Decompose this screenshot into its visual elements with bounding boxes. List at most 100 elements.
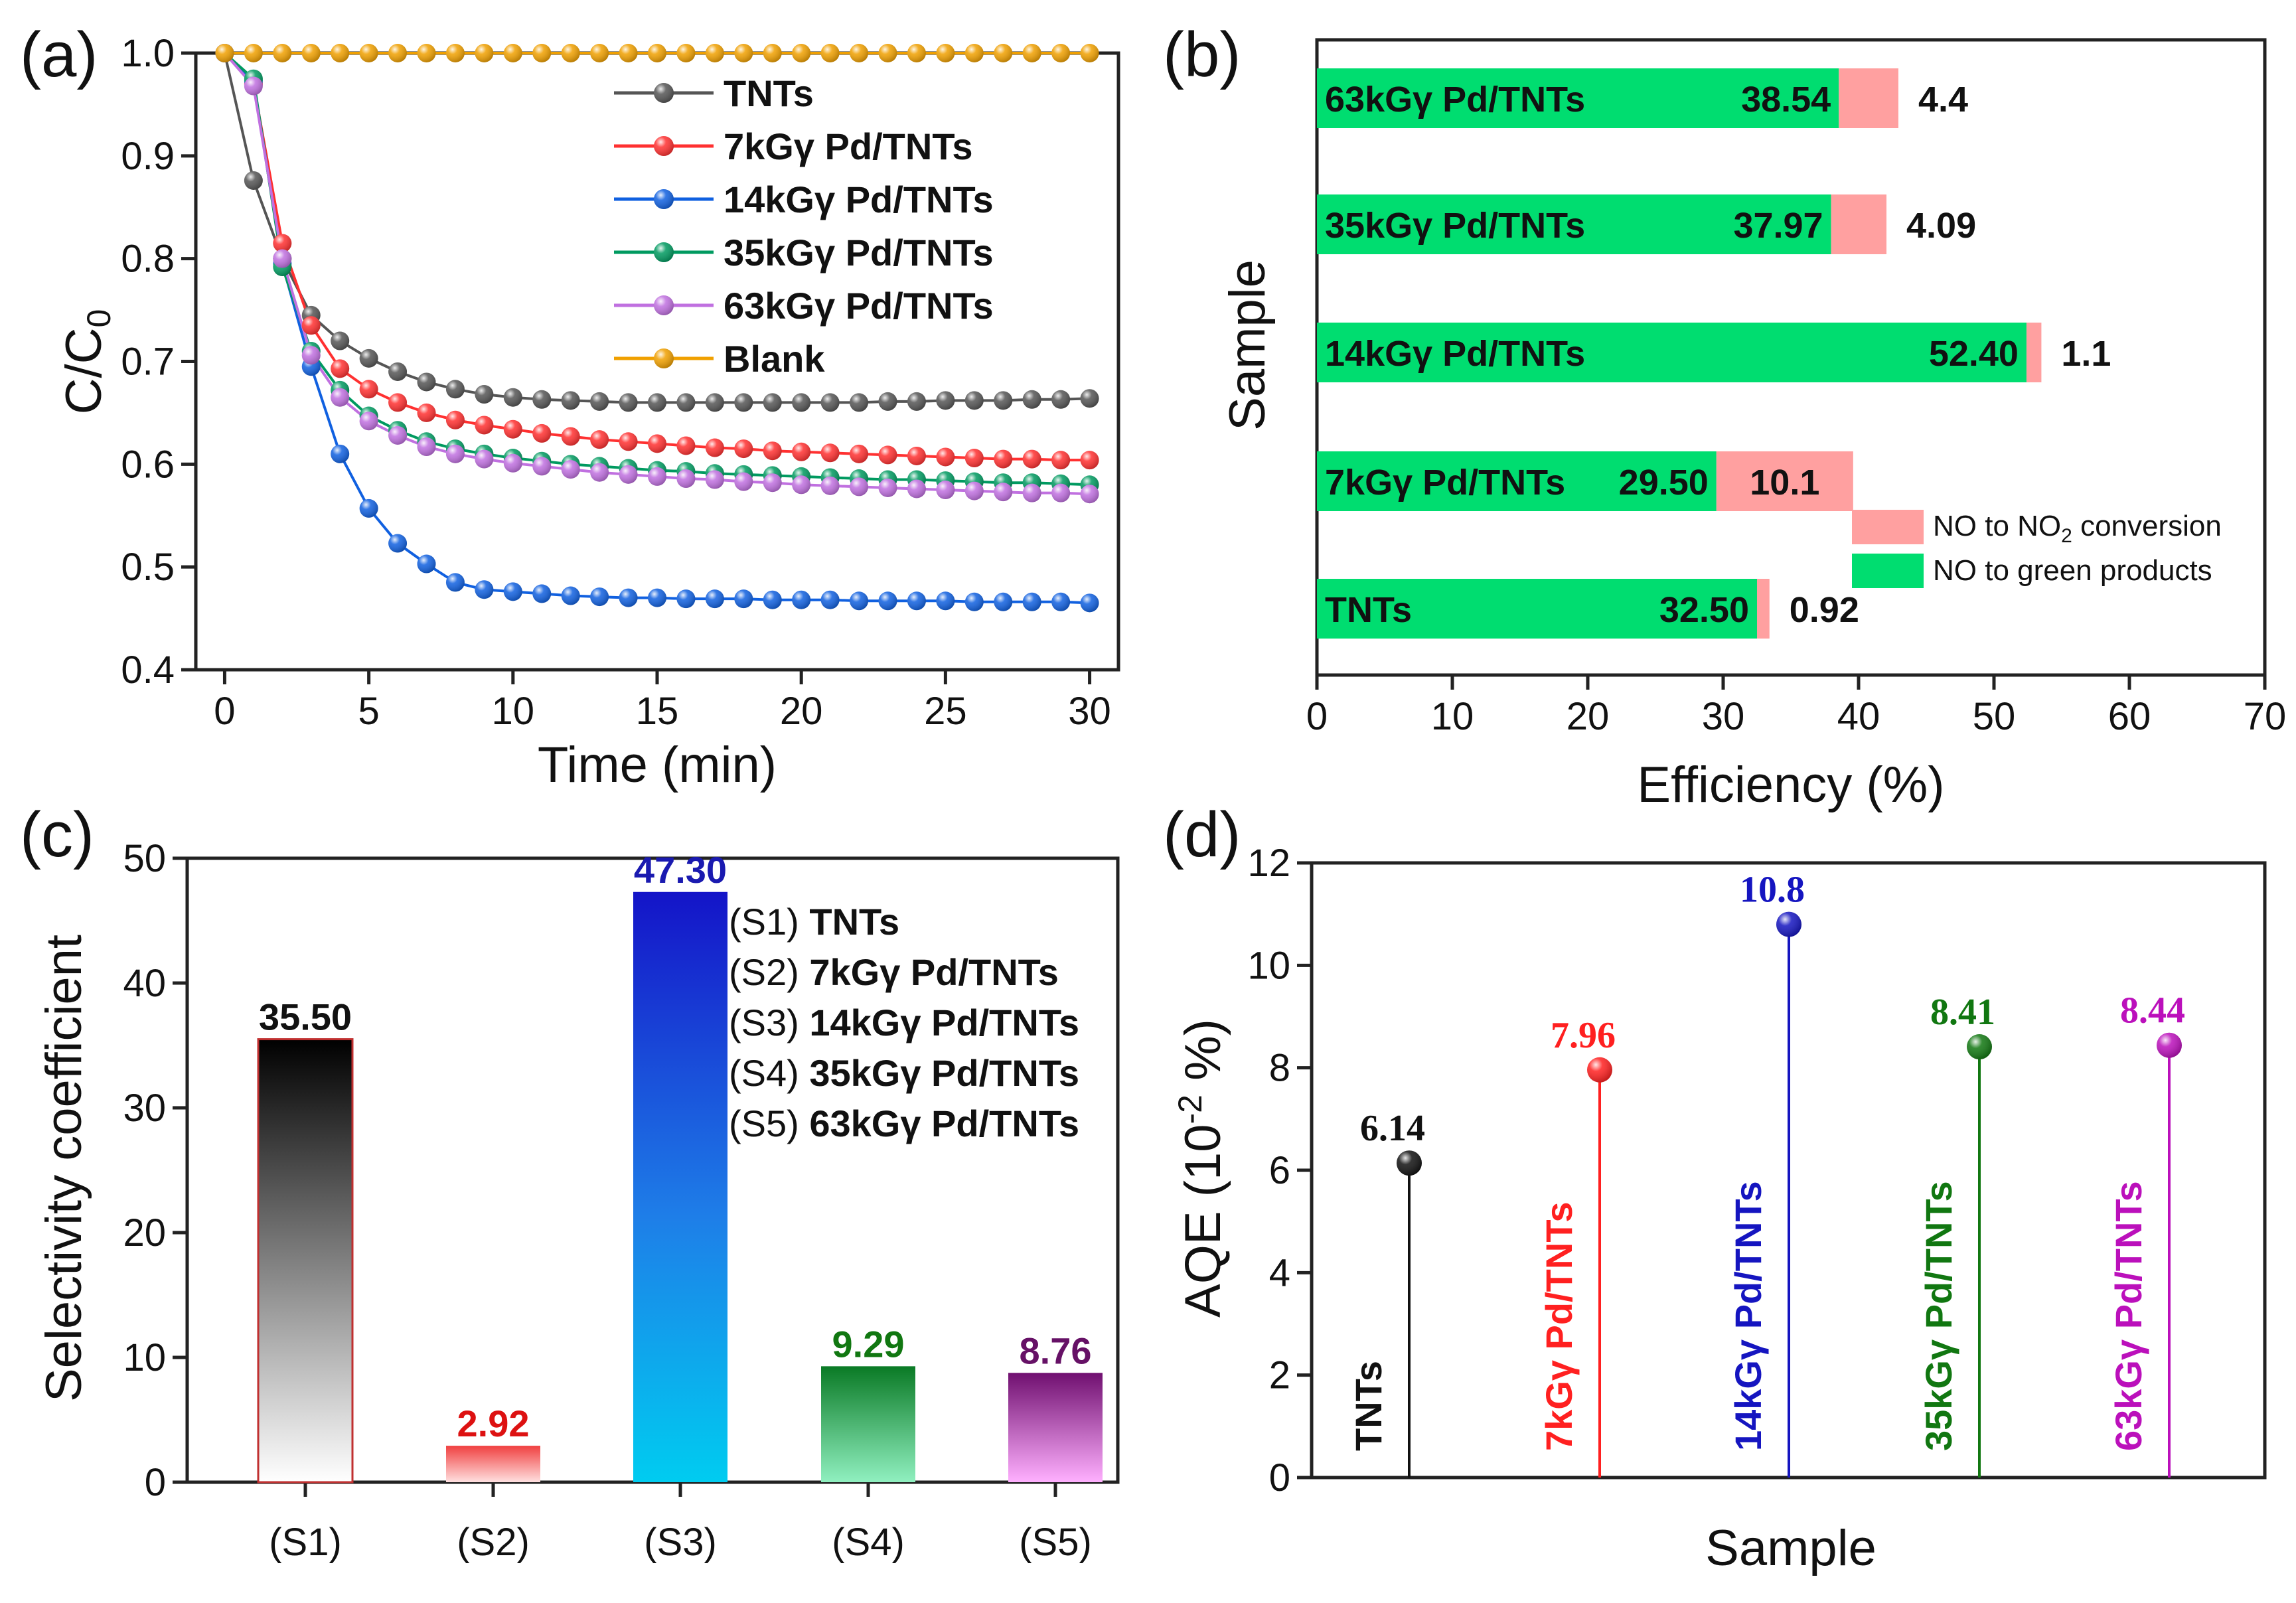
data-point-shine: [532, 584, 552, 603]
data-point-shine: [994, 483, 1013, 502]
data-point-shine: [820, 476, 840, 495]
y-tick-label: 0.9: [121, 135, 175, 178]
data-point-shine: [676, 436, 696, 455]
data-point-shine: [619, 393, 638, 412]
x-tick-label: 0: [1306, 695, 1328, 738]
panel-c-bars: 35.50 2.92 47.30 9.29 8.76: [257, 849, 1103, 1484]
data-point-shine: [907, 44, 926, 62]
data-point-shine: [878, 44, 897, 62]
data-point-shine: [619, 465, 638, 484]
data-point-shine: [820, 44, 840, 62]
data-point-shine: [792, 442, 811, 461]
data-point-shine: [763, 44, 782, 62]
data-point-shine: [561, 44, 580, 62]
data-point-shine: [561, 586, 580, 605]
panel-b-xlabel: Efficiency (%): [1637, 757, 1944, 813]
category-label-14kg-pd-tnts: 14kGγ Pd/TNTs: [1325, 334, 1585, 374]
legend-label-tnts: TNTs: [724, 72, 814, 114]
stem-value-label: 8.44: [2120, 990, 2185, 1031]
x-tick-label: 60: [2108, 695, 2151, 738]
data-point-shine: [964, 592, 984, 611]
data-point-shine: [648, 44, 666, 62]
legend-code: (S1): [729, 901, 809, 943]
bar-no2-35kg-pd-tnts: [1831, 194, 1887, 254]
bar-s3: [633, 891, 727, 1482]
legend-swatch-no2-conversion: [1852, 510, 1924, 544]
data-point-shine: [1080, 389, 1099, 408]
panel-d-xlabel: Sample: [1705, 1520, 1876, 1576]
panel-c-bar-chart: (c) 0 10 20 30 40 50 (S1) (S2) (S3) (S4) (S5) 35.5…: [20, 799, 1120, 1564]
data-point-shine: [964, 44, 984, 62]
data-point-shine: [388, 362, 408, 381]
value-label-green: 37.97: [1733, 206, 1823, 246]
bar-s2: [446, 1446, 540, 1482]
data-point-shine: [388, 534, 408, 553]
panel-label-d: (d): [1163, 799, 1241, 870]
data-point-shine: [1080, 44, 1099, 62]
value-label-green: 52.40: [1929, 334, 2019, 374]
x-tick-label: 10: [1431, 695, 1474, 738]
bar-no2-63kg-pd-tnts: [1839, 68, 1898, 128]
data-point-shine: [936, 391, 955, 410]
data-point-shine: [1051, 44, 1071, 62]
panel-b-legend: NO to NO2 conversion NO to green product…: [1852, 510, 2222, 588]
series-line-tnts: [223, 52, 1090, 404]
data-point-shine: [417, 437, 436, 457]
data-point-shine: [763, 393, 782, 412]
stem-value-label: 8.41: [1930, 992, 1995, 1033]
data-point-shine: [820, 590, 840, 609]
stem-marker-shine: [1776, 911, 1801, 937]
legend-marker-shine: [654, 189, 674, 209]
data-point-shine: [475, 385, 494, 404]
x-tick-label: 30: [1702, 695, 1745, 738]
x-tick-label: (S1): [269, 1521, 342, 1564]
data-point-shine: [301, 316, 321, 335]
legend-name: 63kGγ Pd/TNTs: [809, 1103, 1079, 1144]
data-point-shine: [936, 591, 955, 611]
data-point-shine: [331, 331, 350, 350]
value-label-green: 32.50: [1659, 590, 1749, 630]
legend-swatch-green-products: [1852, 554, 1924, 588]
data-point-shine: [850, 477, 869, 496]
panel-b-bars: TNTs 32.50 0.92 7kGγ Pd/TNTs 29.50 10.1 14kGγ …: [1317, 68, 2111, 639]
data-point-shine: [619, 588, 638, 607]
data-point-shine: [705, 438, 724, 457]
panel-a-ticks: 0 5 10 15 20 25 30 0.4 0.5 0.6 0.7 0.8 0.9 1.0: [121, 32, 1110, 733]
panel-c-ticks: 0 10 20 30 40 50 (S1) (S2) (S3) (S4) (S5): [123, 837, 1091, 1564]
x-tick-label: 0: [214, 690, 235, 733]
stem-value-label: 10.8: [1740, 870, 1805, 911]
panel-c-legend: (S1) TNTs(S2) 7kGγ Pd/TNTs(S3) 14kGγ Pd/…: [729, 901, 1079, 1144]
data-point-shine: [503, 44, 522, 62]
value-label-no2: 0.92: [1790, 590, 1859, 630]
data-point-shine: [878, 478, 897, 497]
x-tick-label: 25: [924, 690, 967, 733]
data-point-shine: [445, 380, 465, 399]
data-point-shine: [820, 443, 840, 463]
y-tick-label: 40: [123, 962, 166, 1005]
category-label-14kg-pd-tnts: 14kGγ Pd/TNTs: [1727, 1181, 1769, 1451]
data-point-shine: [388, 44, 408, 62]
bar-s4: [821, 1366, 915, 1482]
data-point-shine: [590, 463, 609, 482]
panel-label-b: (b): [1163, 19, 1241, 90]
data-point-shine: [331, 44, 350, 62]
data-point-shine: [445, 444, 465, 463]
data-point-shine: [244, 76, 263, 96]
data-point-shine: [1022, 483, 1041, 502]
data-point-shine: [590, 392, 609, 411]
y-tick-label: 10: [1247, 944, 1290, 987]
category-label-tnts: TNTs: [1325, 590, 1412, 630]
y-tick-label: 0: [1269, 1456, 1290, 1499]
y-tick-label: 1.0: [121, 32, 175, 75]
data-point-shine: [648, 588, 666, 607]
data-point-shine: [273, 249, 292, 268]
data-point-shine: [619, 44, 638, 62]
data-point-shine: [734, 44, 753, 62]
panel-a-series-points: [215, 44, 1099, 613]
data-point-shine: [878, 392, 897, 411]
panel-a-line-chart: (a) 0 5 10 15 20 25 30 0.4 0.5 0.6 0.7 0.8 0.9 1.0 TN…: [20, 19, 1120, 793]
data-point-shine: [878, 591, 897, 611]
value-label-green: 29.50: [1619, 463, 1709, 502]
legend-name: 14kGγ Pd/TNTs: [809, 1002, 1079, 1043]
